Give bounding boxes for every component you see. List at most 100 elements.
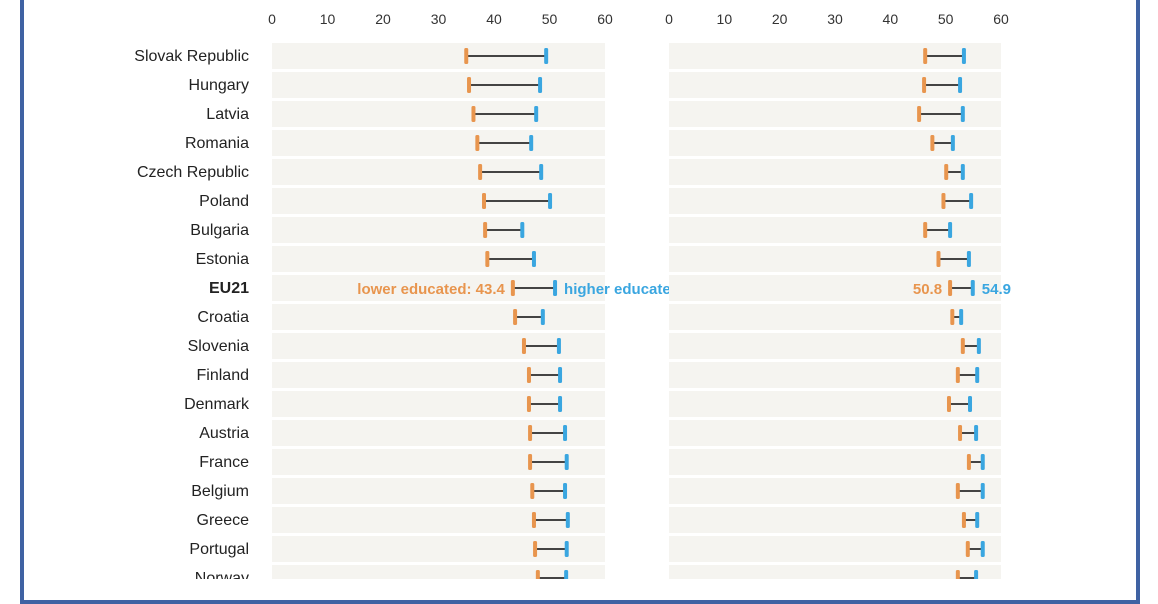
lower-marker	[960, 338, 965, 354]
lower-marker	[965, 541, 970, 557]
lower-annotation: 50.8	[913, 281, 942, 298]
lower-marker	[917, 106, 922, 122]
row-label: Latvia	[206, 106, 249, 123]
row-label: Croatia	[197, 309, 249, 326]
row-band	[272, 217, 605, 243]
row-band	[669, 420, 1001, 446]
lower-marker	[950, 309, 955, 325]
lower-marker	[923, 222, 928, 238]
row-band	[669, 304, 1001, 330]
x-tick-label: 10	[320, 11, 336, 27]
higher-marker	[961, 48, 966, 64]
row-label: Slovenia	[188, 338, 249, 355]
row-band	[272, 130, 605, 156]
higher-marker	[529, 135, 534, 151]
x-tick-label: 30	[827, 11, 843, 27]
lower-marker	[478, 164, 483, 180]
lower-marker	[482, 193, 487, 209]
higher-marker	[970, 280, 975, 296]
higher-marker	[968, 396, 973, 412]
lower-marker	[528, 454, 533, 470]
higher-marker	[558, 396, 563, 412]
row-label: Denmark	[184, 396, 250, 413]
lower-marker	[955, 483, 960, 499]
row-band	[272, 101, 605, 127]
lower-marker	[966, 454, 971, 470]
x-tick-label: 50	[938, 11, 954, 27]
row-label: Czech Republic	[137, 164, 249, 181]
lower-marker	[941, 193, 946, 209]
lower-marker	[531, 512, 536, 528]
x-tick-label: 0	[665, 11, 673, 27]
row-label: Estonia	[196, 251, 249, 268]
higher-marker	[980, 483, 985, 499]
x-tick-label: 40	[883, 11, 899, 27]
higher-marker	[548, 193, 553, 209]
row-band	[272, 43, 605, 69]
lower-marker	[526, 396, 531, 412]
higher-marker	[563, 483, 568, 499]
lower-marker	[948, 280, 953, 296]
row-band	[669, 478, 1001, 504]
row-label: Romania	[185, 135, 249, 152]
row-band	[669, 275, 1001, 301]
lower-marker	[475, 135, 480, 151]
higher-marker	[975, 367, 980, 383]
row-band	[669, 333, 1001, 359]
lower-marker	[958, 425, 963, 441]
higher-marker	[564, 454, 569, 470]
row-label: Norway	[195, 570, 249, 579]
lower-marker	[521, 338, 526, 354]
lower-marker	[946, 396, 951, 412]
x-tick-label: 10	[717, 11, 733, 27]
lower-marker	[464, 48, 469, 64]
higher-marker	[556, 338, 561, 354]
higher-marker	[948, 222, 953, 238]
x-tick-label: 60	[993, 11, 1009, 27]
higher-marker	[539, 164, 544, 180]
row-band	[272, 246, 605, 272]
row-band	[669, 362, 1001, 388]
row-label: France	[199, 454, 249, 471]
higher-marker	[969, 193, 974, 209]
row-band	[272, 72, 605, 98]
lower-marker	[526, 367, 531, 383]
higher-marker	[960, 106, 965, 122]
higher-marker	[980, 454, 985, 470]
higher-marker	[553, 280, 558, 296]
lower-marker	[930, 135, 935, 151]
higher-marker	[538, 77, 543, 93]
lower-marker	[471, 106, 476, 122]
row-label: Bulgaria	[190, 222, 249, 239]
higher-marker	[960, 164, 965, 180]
lower-marker	[513, 309, 518, 325]
row-label: Portugal	[189, 541, 249, 558]
row-band	[272, 565, 605, 579]
higher-marker	[564, 570, 569, 579]
lower-marker	[961, 512, 966, 528]
row-band	[669, 565, 1001, 579]
lower-marker	[528, 425, 533, 441]
lower-marker	[955, 367, 960, 383]
row-label: Slovak Republic	[134, 48, 249, 65]
higher-marker	[976, 338, 981, 354]
higher-marker	[974, 425, 979, 441]
row-band	[272, 304, 605, 330]
higher-marker	[544, 48, 549, 64]
higher-marker	[959, 309, 964, 325]
x-tick-label: 20	[375, 11, 391, 27]
higher-marker	[975, 512, 980, 528]
lower-marker	[922, 77, 927, 93]
higher-marker	[958, 77, 963, 93]
x-tick-label: 60	[597, 11, 613, 27]
higher-marker	[974, 570, 979, 579]
higher-marker	[966, 251, 971, 267]
row-band	[669, 391, 1001, 417]
higher-marker	[558, 367, 563, 383]
lower-marker	[530, 483, 535, 499]
lower-marker	[485, 251, 490, 267]
higher-marker	[563, 425, 568, 441]
higher-marker	[565, 512, 570, 528]
dumbbell-chart: Slovak Republic Hungary Latvia Romania Czech…	[134, 11, 1011, 579]
lower-annotation: lower educated: 43.4	[357, 281, 505, 298]
